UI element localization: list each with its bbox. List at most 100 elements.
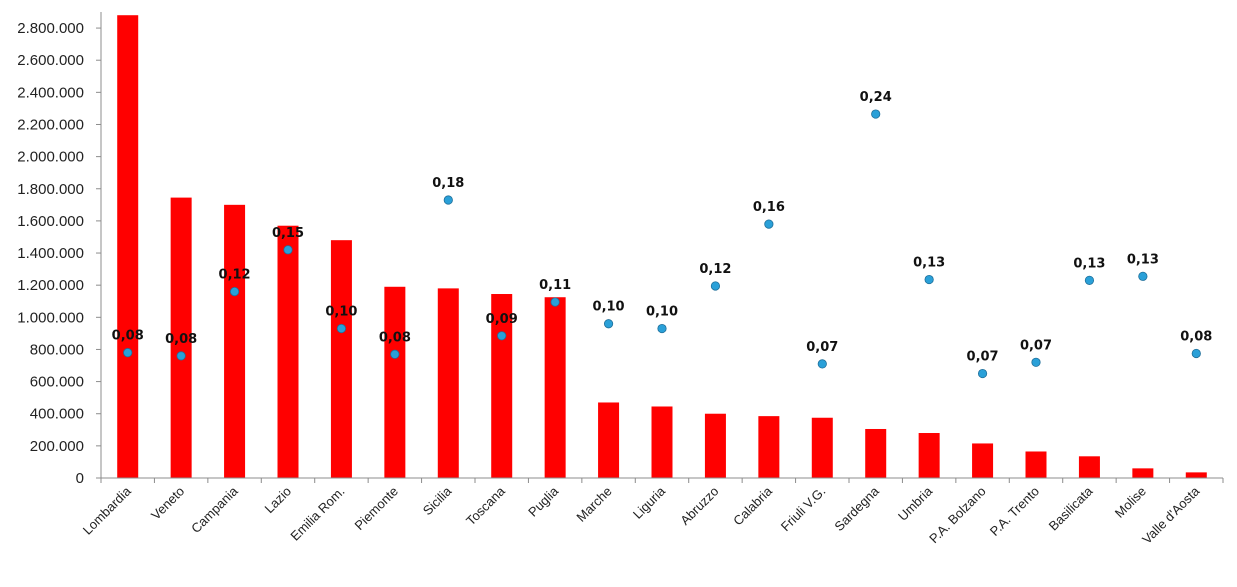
x-category-label: Lombardia	[80, 483, 135, 538]
data-label: 0,12	[219, 268, 251, 283]
data-point-4	[336, 323, 347, 334]
data-point-19	[1138, 271, 1148, 281]
bar-19	[1132, 468, 1154, 478]
bar-5	[384, 286, 406, 478]
data-point-10	[657, 323, 667, 334]
data-label: 0,24	[860, 90, 892, 105]
y-axis: 0 200.000 400.000 600.000 800.000 1.000.000 1.…	[17, 12, 102, 487]
data-label: 0,10	[325, 305, 357, 320]
y-tick-label: 2.400.000	[17, 84, 84, 101]
data-label: 0,13	[1073, 256, 1105, 271]
x-category-label: Calabria	[730, 483, 775, 528]
x-category-label: Marche	[573, 484, 614, 525]
bar-8	[544, 297, 566, 478]
bar-6	[437, 288, 459, 478]
data-point-7	[497, 331, 507, 341]
x-category-label: P.A. Bolzano	[926, 484, 989, 547]
y-tick-label: 1.400.000	[17, 245, 84, 262]
y-tick-label: 800.000	[30, 341, 84, 358]
data-label: 0,18	[432, 176, 464, 191]
data-label: 0,07	[806, 340, 838, 355]
y-tick-label: 1.800.000	[17, 181, 84, 198]
data-point-2	[229, 286, 240, 297]
data-label: 0,08	[379, 330, 411, 345]
data-label: 0,15	[272, 226, 304, 241]
y-tick-label: 2.600.000	[17, 52, 84, 69]
x-category-label: Piemonte	[352, 484, 401, 533]
points: 0,08 0,08 0,12 0,15 0,10 0,08 0,18 0,09 0,11 0,10…	[112, 90, 1212, 379]
y-tick-label: 1.200.000	[17, 277, 84, 294]
x-category-label: Veneto	[148, 484, 187, 523]
data-label: 0,07	[1020, 338, 1052, 353]
bar-9	[598, 402, 620, 478]
y-tick-label: 2.800.000	[17, 20, 84, 37]
data-label: 0,09	[486, 312, 518, 327]
x-category-label: Campania	[188, 483, 241, 536]
bar-12	[758, 416, 780, 478]
y-tick-label: 1.000.000	[17, 309, 84, 326]
data-label: 0,08	[165, 332, 197, 347]
data-point-11	[710, 281, 721, 291]
x-category-label: Basilicata	[1046, 483, 1096, 533]
y-tick-label: 600.000	[30, 374, 84, 391]
data-point-3	[283, 245, 293, 255]
bar-14	[865, 428, 887, 478]
data-point-12	[764, 219, 774, 229]
data-label: 0,08	[112, 329, 144, 344]
x-category-label: Sicilia	[420, 483, 455, 518]
y-tick-label: 2.000.000	[17, 149, 84, 166]
data-label: 0,13	[913, 256, 945, 271]
bar-17	[1025, 451, 1047, 478]
x-category-label: Lazio	[262, 484, 295, 517]
data-point-13	[817, 359, 827, 369]
x-category-label: Friuli V.G.	[778, 484, 829, 535]
data-point-1	[176, 351, 186, 361]
x-category-label: Liguria	[630, 483, 669, 522]
bar-13	[811, 417, 833, 478]
y-tick-label: 0	[76, 470, 84, 487]
data-label: 0,10	[593, 300, 625, 315]
data-point-8	[550, 297, 560, 307]
x-category-label: Puglia	[525, 483, 562, 520]
x-category-label: Molise	[1112, 484, 1149, 521]
data-point-14	[871, 109, 881, 119]
bar-0	[117, 15, 139, 478]
x-category-label: Emilia Rom.	[287, 484, 347, 544]
bar-10	[651, 406, 673, 478]
data-point-6	[443, 195, 453, 205]
data-label: 0,12	[699, 262, 731, 277]
y-tick-label: 1.600.000	[17, 213, 84, 230]
x-category-label: Umbria	[895, 483, 936, 524]
bar-16	[972, 443, 994, 478]
bar-2	[224, 204, 246, 479]
data-label: 0,16	[753, 200, 785, 215]
x-category-label: P.A. Trento	[987, 484, 1042, 539]
y-tick-label: 2.200.000	[17, 116, 84, 133]
data-point-9	[603, 319, 614, 329]
y-tick-label: 400.000	[30, 406, 84, 423]
bar-11	[704, 413, 726, 478]
x-category-label: Toscana	[463, 483, 508, 528]
bars	[117, 15, 1207, 479]
y-tick-label: 200.000	[30, 438, 84, 455]
x-category-label: Valle d'Aosta	[1139, 483, 1203, 547]
data-label: 0,08	[1180, 329, 1212, 344]
data-label: 0,11	[539, 278, 571, 293]
data-point-0	[123, 348, 133, 358]
data-label: 0,10	[646, 305, 678, 320]
data-point-15	[924, 274, 934, 285]
data-label: 0,13	[1127, 252, 1159, 267]
bar-18	[1078, 456, 1100, 478]
bar-1	[170, 197, 192, 478]
data-point-16	[977, 368, 988, 379]
data-label: 0,07	[967, 350, 999, 365]
bar-7	[491, 294, 513, 478]
data-point-20	[1191, 348, 1201, 359]
data-point-18	[1084, 275, 1095, 285]
bar-20	[1185, 472, 1207, 478]
data-point-5	[390, 349, 400, 359]
x-category-label: Sardegna	[831, 483, 882, 534]
bar-3	[277, 225, 299, 478]
